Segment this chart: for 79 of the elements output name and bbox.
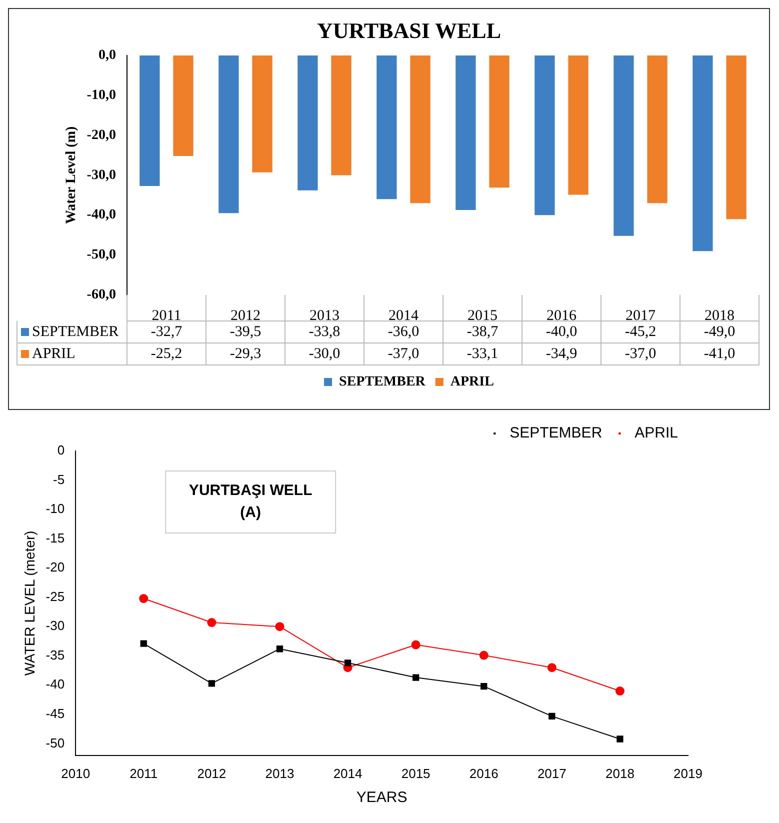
data-label: -39,5 bbox=[230, 324, 262, 340]
x-tick-label: 2018 bbox=[605, 766, 634, 781]
y-tick-label: 0 bbox=[57, 442, 65, 458]
data-label: -34,9 bbox=[546, 346, 578, 362]
y-tick-label: -40 bbox=[46, 676, 65, 692]
data-label: -33,1 bbox=[466, 346, 498, 362]
point bbox=[411, 640, 420, 650]
y-tick-label: -50 bbox=[46, 735, 65, 750]
x-tick-label: 2018 bbox=[704, 308, 734, 324]
point bbox=[547, 663, 556, 672]
y-tick-label: -10,0 bbox=[86, 88, 116, 103]
text: SEPTEMBER bbox=[339, 374, 426, 390]
data-label: -49,0 bbox=[704, 324, 736, 340]
x-tick-label: 2011 bbox=[152, 308, 182, 324]
point bbox=[275, 622, 284, 632]
y-axis-title: WATER LEVEL (meter) bbox=[21, 530, 38, 676]
y-axis-title: Water Level (m) bbox=[64, 126, 80, 224]
data-label: -38,7 bbox=[466, 324, 499, 340]
data-label: -30,0 bbox=[308, 346, 340, 362]
y-tick-label: -35 bbox=[46, 647, 65, 662]
text: APRIL bbox=[32, 346, 76, 362]
x-tick-label: 2017 bbox=[625, 308, 656, 324]
y-tick-label: -5 bbox=[53, 472, 65, 487]
x-tick-label: 2012 bbox=[230, 308, 260, 324]
data-label: -33,8 bbox=[308, 324, 340, 340]
x-tick-label: 2016 bbox=[469, 766, 498, 781]
point bbox=[140, 640, 147, 647]
data-label: -25,2 bbox=[150, 346, 182, 362]
legend-label: APRIL bbox=[450, 374, 494, 390]
y-tick-label: -20,0 bbox=[86, 128, 116, 143]
y-tick-label: -40,0 bbox=[86, 208, 116, 223]
point bbox=[548, 712, 556, 720]
y-tick-label: -30 bbox=[46, 618, 65, 634]
point bbox=[276, 646, 284, 652]
point bbox=[480, 682, 488, 690]
x-tick-label: 2017 bbox=[537, 766, 566, 781]
y-tick-label: -15 bbox=[46, 530, 65, 546]
y-tick-label: -10 bbox=[46, 501, 65, 516]
x-tick-label: 2014 bbox=[333, 766, 362, 781]
y-tick-label: -20 bbox=[46, 560, 65, 575]
x-tick-label: 2012 bbox=[197, 766, 226, 781]
x-axis-title: YEARS bbox=[356, 789, 408, 806]
x-tick-label: 2013 bbox=[265, 766, 294, 781]
point bbox=[344, 660, 352, 666]
x-tick-label: 2016 bbox=[546, 308, 577, 324]
legend-label: APRIL bbox=[634, 424, 678, 442]
point bbox=[616, 736, 624, 742]
y-tick-label: -25 bbox=[46, 588, 65, 604]
point bbox=[207, 618, 216, 628]
x-tick-label: 2011 bbox=[130, 766, 158, 781]
data-label: -37,0 bbox=[388, 346, 420, 362]
data-label: -32,7 bbox=[150, 324, 183, 340]
chart-title: YURTBASI WELL bbox=[316, 18, 502, 43]
data-label: -40,0 bbox=[546, 324, 578, 340]
x-tick-label: 2013 bbox=[309, 308, 340, 324]
x-tick-label: 2015 bbox=[467, 308, 498, 324]
y-tick-label: -45 bbox=[46, 706, 65, 721]
data-label: -36,0 bbox=[388, 324, 420, 340]
x-tick-label: 2010 bbox=[61, 766, 90, 781]
x-tick-label: 2019 bbox=[674, 766, 702, 781]
point bbox=[412, 674, 420, 681]
y-tick-label: -30,0 bbox=[86, 168, 116, 183]
point bbox=[208, 680, 216, 687]
point bbox=[479, 650, 488, 660]
x-tick-label: 2014 bbox=[388, 308, 419, 324]
x-tick-label: 2015 bbox=[401, 766, 430, 781]
y-tick-label: 0,0 bbox=[98, 48, 116, 64]
data-label: -45,2 bbox=[624, 324, 656, 340]
y-tick-label: -50,0 bbox=[86, 248, 116, 263]
point bbox=[139, 594, 148, 604]
legend-label: SEPTEMBER bbox=[510, 424, 602, 442]
data-label: -37,0 bbox=[624, 346, 656, 362]
legend-label: SEPTEMBER bbox=[32, 324, 119, 340]
text: YURTBAŞI WELL bbox=[188, 482, 312, 500]
data-label: -41,0 bbox=[704, 346, 736, 362]
point bbox=[615, 686, 624, 696]
data-label: -29,3 bbox=[230, 346, 262, 362]
text: (A) bbox=[240, 504, 262, 522]
y-tick-label: -60,0 bbox=[86, 288, 116, 303]
